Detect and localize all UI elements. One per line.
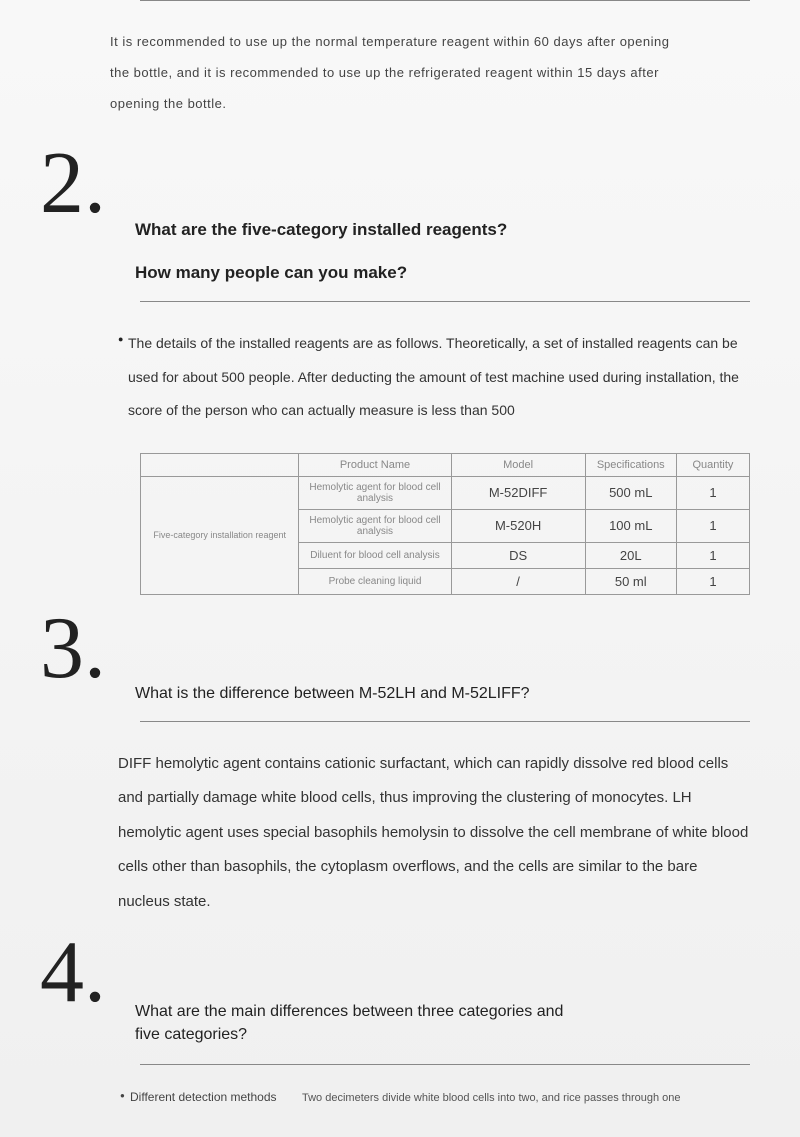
section-2-title-line1: What are the five-category installed rea… <box>135 160 760 246</box>
section-4-divider <box>140 1064 750 1065</box>
section-3-body: DIFF hemolytic agent contains cationic s… <box>118 747 750 920</box>
reagent-table: Product Name Model Specifications Quanti… <box>140 453 750 595</box>
cell-qty: 1 <box>676 542 749 568</box>
cell-spec: 20L <box>585 542 676 568</box>
cell-qty: 1 <box>676 476 749 509</box>
section-2: 2. What are the five-category installed … <box>40 160 760 595</box>
section-2-body: The details of the installed reagents ar… <box>120 327 750 428</box>
cell-product: Probe cleaning liquid <box>299 568 451 594</box>
section-2-divider <box>140 301 750 302</box>
cell-spec: 100 mL <box>585 509 676 542</box>
top-divider <box>140 0 750 1</box>
cell-model: DS <box>451 542 585 568</box>
cell-model: / <box>451 568 585 594</box>
section-number-3: 3. <box>40 605 106 693</box>
section-2-title-line2: How many people can you make? <box>135 263 760 283</box>
cell-qty: 1 <box>676 509 749 542</box>
th-product: Product Name <box>299 453 451 476</box>
section-number-2: 2. <box>40 140 106 228</box>
table-row: Five-category installation reagent Hemol… <box>141 476 750 509</box>
th-qty: Quantity <box>676 453 749 476</box>
th-model: Model <box>451 453 585 476</box>
section-4-title: What are the main differences between th… <box>135 949 575 1046</box>
cell-spec: 500 mL <box>585 476 676 509</box>
section-3-divider <box>140 721 750 722</box>
cell-product: Hemolytic agent for blood cell analysis <box>299 509 451 542</box>
section-4-body-row: Different detection methods Two decimete… <box>122 1090 760 1107</box>
th-blank <box>141 453 299 476</box>
cell-product: Hemolytic agent for blood cell analysis <box>299 476 451 509</box>
row-group-label: Five-category installation reagent <box>141 476 299 594</box>
section-number-4: 4. <box>40 929 106 1017</box>
cell-product: Diluent for blood cell analysis <box>299 542 451 568</box>
cell-spec: 50 ml <box>585 568 676 594</box>
table-header-row: Product Name Model Specifications Quanti… <box>141 453 750 476</box>
section-3-title: What is the difference between M-52LH an… <box>135 625 760 703</box>
cell-model: M-52DIFF <box>451 476 585 509</box>
th-spec: Specifications <box>585 453 676 476</box>
cell-qty: 1 <box>676 568 749 594</box>
cell-model: M-520H <box>451 509 585 542</box>
section-4-right: Two decimeters divide white blood cells … <box>302 1090 760 1107</box>
section-4: 4. What are the main differences between… <box>40 949 760 1106</box>
section-4-left: Different detection methods <box>122 1090 302 1107</box>
section-3: 3. What is the difference between M-52LH… <box>40 625 760 920</box>
intro-paragraph: It is recommended to use up the normal t… <box>110 26 690 120</box>
